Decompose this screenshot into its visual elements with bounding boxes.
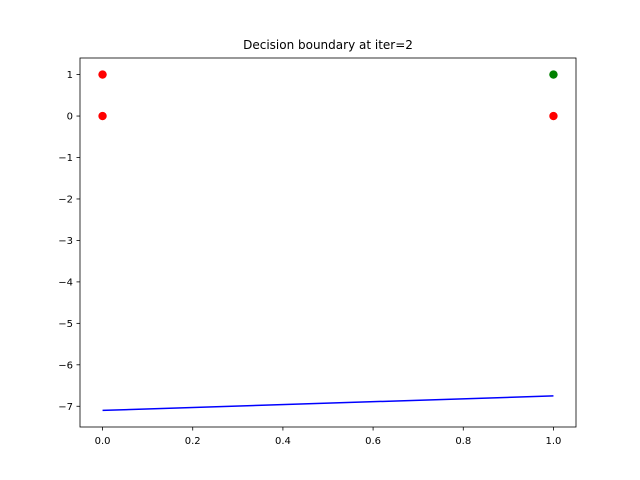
marks-layer: [98, 70, 558, 412]
scatter-point-1: [98, 111, 107, 121]
scatter-point-2: [549, 70, 558, 79]
plot-area: [80, 58, 576, 427]
y-tick-label: 0: [67, 112, 73, 123]
x-tick-label: 0.6: [365, 436, 381, 447]
y-tick-label: −6: [58, 360, 73, 371]
y-tick-label: −2: [58, 195, 73, 206]
axes-layer: 0.0 0.2 0.4 0.6 0.8 1.0 1 0 −1 −2 −3 −4 −5 −6 −7: [58, 70, 561, 447]
y-tick-label: −7: [58, 402, 73, 413]
y-tick-label: −4: [58, 277, 73, 288]
y-tick-label: 1: [67, 70, 73, 81]
x-tick-label: 0.2: [185, 436, 201, 447]
y-tick-label: −5: [58, 319, 73, 330]
x-tick-label: 0.4: [275, 436, 291, 447]
chart-title: Decision boundary at iter=2: [243, 38, 413, 52]
decision-boundary-line: [102, 395, 554, 412]
x-tick-label: 0.8: [455, 436, 471, 447]
scatter-point-3: [549, 111, 558, 121]
y-tick-label: −3: [58, 236, 73, 247]
y-tick-label: −1: [58, 153, 73, 164]
plot-frame: [79, 57, 577, 428]
scatter-point-0: [98, 70, 107, 79]
x-tick-label: 0.0: [95, 436, 111, 447]
x-tick-label: 1.0: [546, 436, 562, 447]
